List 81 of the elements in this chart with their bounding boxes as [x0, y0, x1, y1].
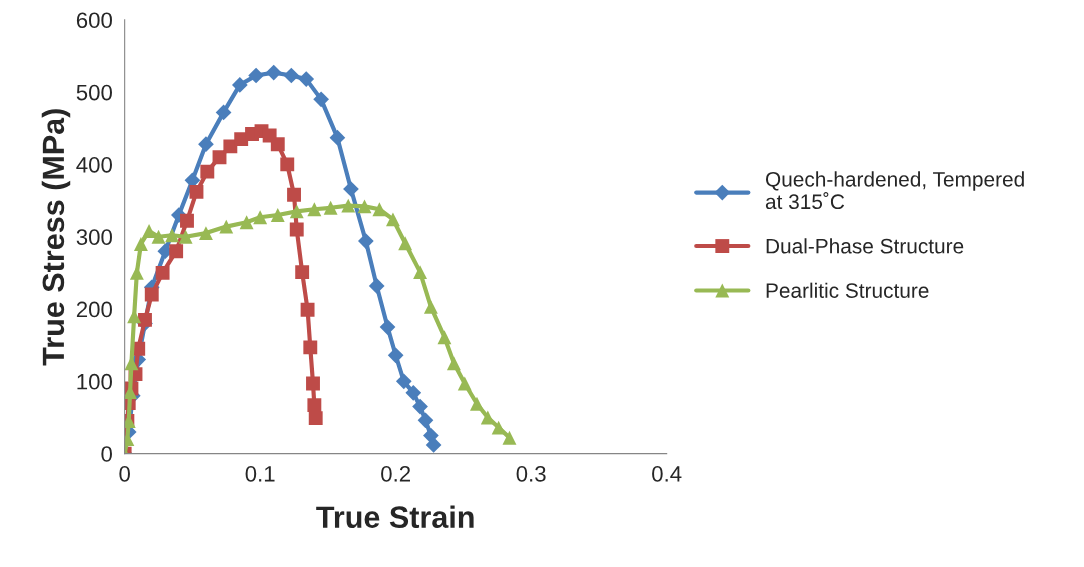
- y-tick-label: 600: [76, 12, 112, 29]
- point: [395, 373, 412, 390]
- point: [307, 202, 322, 217]
- point: [343, 181, 359, 197]
- point: [329, 129, 346, 146]
- point: [425, 437, 442, 453]
- point: [502, 430, 517, 445]
- y-tick-label: 100: [77, 373, 112, 390]
- point: [357, 199, 372, 214]
- x-tick-label: 0.4: [652, 465, 682, 482]
- point: [239, 215, 254, 230]
- point: [199, 226, 213, 241]
- point: [470, 396, 484, 411]
- point: [323, 200, 338, 215]
- point: [142, 223, 156, 238]
- point: [306, 376, 320, 391]
- point: [341, 198, 356, 213]
- point: [155, 265, 170, 280]
- point: [180, 213, 194, 228]
- point: [300, 302, 315, 317]
- point: [480, 410, 495, 425]
- point: [412, 398, 428, 415]
- point: [165, 228, 180, 243]
- legend-label: Dual-Phase Structure: [766, 238, 964, 254]
- point: [280, 157, 295, 172]
- point: [386, 212, 400, 227]
- point: [313, 91, 329, 108]
- x-tick-label: 0: [119, 465, 130, 482]
- legend-label: Quech-hardened, Tempered at 315˚C: [765, 171, 1024, 210]
- point: [379, 319, 396, 335]
- point: [253, 210, 268, 225]
- point: [417, 412, 434, 429]
- point: [248, 67, 264, 84]
- legend-label: Pearlitic Structure: [766, 282, 929, 298]
- point: [200, 164, 215, 179]
- point: [151, 229, 166, 244]
- point: [215, 104, 232, 121]
- point: [289, 222, 304, 237]
- point: [298, 71, 315, 87]
- point: [231, 77, 248, 93]
- point: [398, 236, 413, 251]
- point: [308, 411, 323, 426]
- point: [270, 137, 285, 152]
- x-tick-label: 0.3: [516, 465, 546, 482]
- point: [212, 150, 227, 165]
- y-tick-label: 400: [76, 156, 112, 173]
- point: [144, 287, 159, 302]
- y-tick-label: 0: [101, 446, 112, 462]
- point: [423, 299, 438, 314]
- point: [133, 237, 148, 251]
- point: [307, 398, 322, 413]
- point: [405, 385, 422, 401]
- point: [372, 202, 387, 217]
- point: [265, 64, 282, 81]
- point: [219, 219, 234, 234]
- point: [189, 184, 204, 199]
- point: [457, 376, 472, 391]
- point: [437, 330, 452, 345]
- x-tick-label: 0.2: [381, 465, 410, 482]
- y-tick-label: 200: [76, 301, 112, 318]
- point: [169, 244, 184, 259]
- point: [270, 208, 285, 222]
- point: [368, 278, 385, 294]
- y-tick-label: 500: [76, 84, 112, 101]
- x-tick-label: 0.1: [245, 465, 275, 482]
- point: [446, 356, 461, 371]
- point: [289, 204, 304, 219]
- point: [357, 233, 374, 249]
- y-axis-title: True Stress (MPa): [41, 109, 71, 366]
- point: [295, 265, 310, 280]
- point: [303, 340, 318, 355]
- point: [198, 136, 214, 153]
- y-tick-label: 300: [76, 229, 112, 245]
- point: [287, 187, 301, 202]
- point: [178, 229, 193, 244]
- point: [491, 420, 506, 435]
- point: [138, 312, 152, 327]
- point: [413, 265, 427, 280]
- point: [283, 67, 300, 84]
- x-axis-title: True Strain: [316, 505, 474, 529]
- point: [387, 347, 404, 364]
